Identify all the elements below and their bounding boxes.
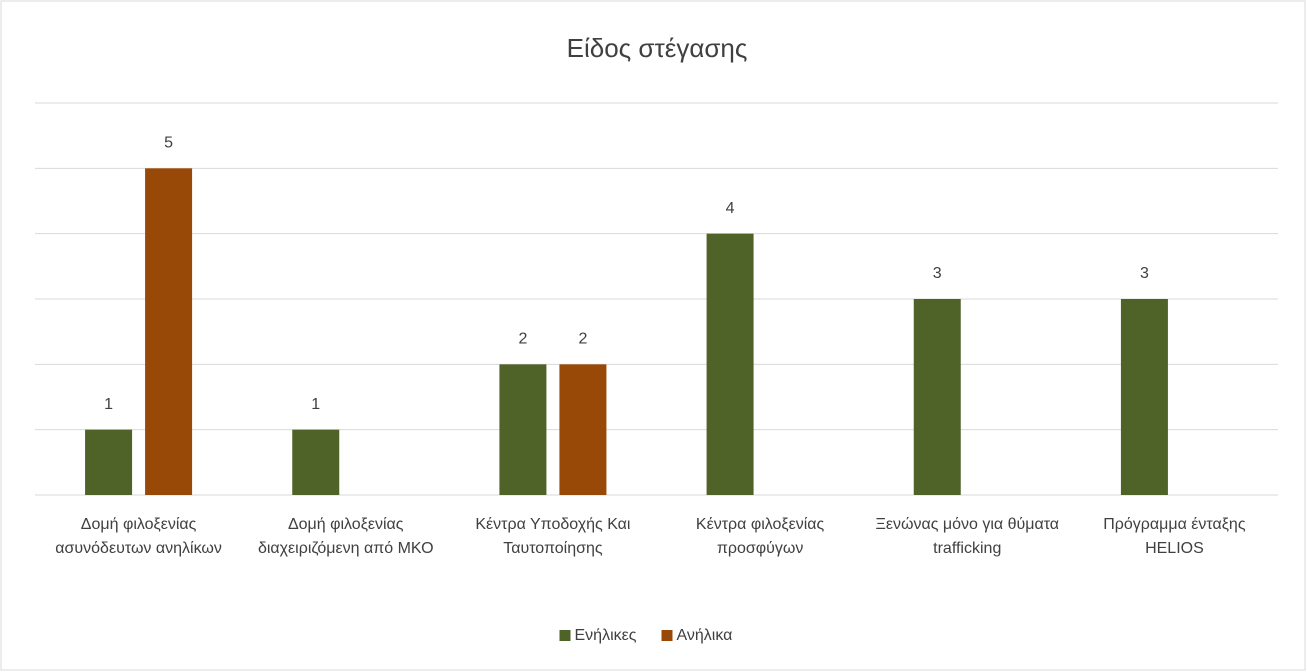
- data-label: 2: [578, 331, 587, 348]
- bar: [145, 168, 193, 496]
- legend-swatch: [559, 630, 571, 641]
- legend-label: Ανήλικα: [677, 627, 733, 644]
- x-tick-label: Δομή φιλοξενίας ασυνόδευτων ανηλίκων: [55, 516, 222, 557]
- bar: [913, 299, 961, 495]
- legend-swatch: [661, 630, 673, 641]
- bar: [559, 364, 607, 495]
- data-label: 3: [1140, 265, 1149, 282]
- bar: [85, 429, 133, 495]
- x-tick-label: Πρόγραμμα ένταξης HELIOS: [1103, 516, 1246, 557]
- chart-title: Είδος στέγασης: [567, 33, 748, 63]
- legend-label: Ενήλικες: [575, 627, 637, 644]
- bar: [1120, 299, 1168, 495]
- bar: [499, 364, 547, 495]
- data-label: 2: [518, 331, 527, 348]
- bar: [706, 233, 754, 495]
- x-tick-label: Κέντρα φιλοξενίας προσφύγων: [695, 516, 825, 557]
- data-label: 5: [164, 135, 173, 152]
- data-label: 3: [933, 265, 942, 282]
- bar: [292, 429, 340, 495]
- data-label: 1: [104, 396, 113, 413]
- data-label: 4: [726, 200, 735, 217]
- data-label: 1: [311, 396, 320, 413]
- x-tick-label: Κέντρα Υποδοχής Και Ταυτοποίησης: [475, 516, 631, 557]
- x-tick-label: Δομή φιλοξενίας διαχειριζόμενη από ΜΚΟ: [257, 516, 434, 557]
- x-tick-label: Ξενώνας μόνο για θύματα trafficking: [875, 516, 1060, 557]
